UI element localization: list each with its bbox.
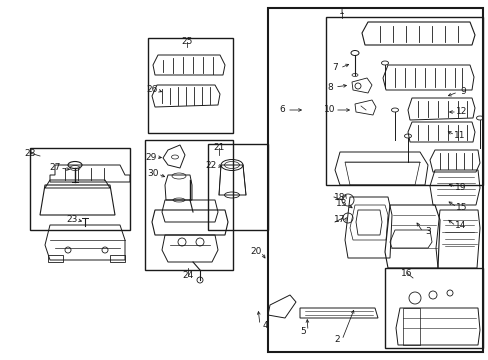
Bar [207,144,267,230]
Text: 7: 7 [331,63,337,72]
Text: 12: 12 [455,108,467,117]
Text: 25: 25 [181,37,192,46]
Bar [325,17,482,185]
Text: 8: 8 [326,82,332,91]
Text: 26: 26 [146,85,157,94]
Text: 4: 4 [262,320,267,329]
Text: 28: 28 [24,148,36,158]
Text: 24: 24 [182,270,193,279]
Text: 16: 16 [401,269,412,278]
Text: 29: 29 [145,153,156,162]
Text: 2: 2 [333,336,339,345]
Text: 13: 13 [336,199,347,208]
Bar [145,140,232,270]
Text: 19: 19 [454,183,466,192]
Text: 20: 20 [250,248,261,256]
Text: 10: 10 [324,105,335,114]
Text: 30: 30 [147,170,159,179]
Text: 18: 18 [334,194,345,202]
Text: 27: 27 [49,163,61,172]
Text: 3: 3 [424,228,430,237]
Text: 21: 21 [213,144,224,153]
Text: 17: 17 [334,216,345,225]
Text: 5: 5 [300,327,305,336]
Bar [30,148,130,230]
Bar [148,38,232,133]
Text: 9: 9 [459,87,465,96]
Text: 1: 1 [339,8,344,17]
Text: 15: 15 [455,202,467,211]
Text: 6: 6 [279,105,285,114]
Text: 22: 22 [205,161,216,170]
Text: 14: 14 [454,221,466,230]
Bar [384,268,482,348]
Text: 11: 11 [453,130,465,139]
Bar [267,8,482,352]
Text: 23: 23 [66,216,78,225]
